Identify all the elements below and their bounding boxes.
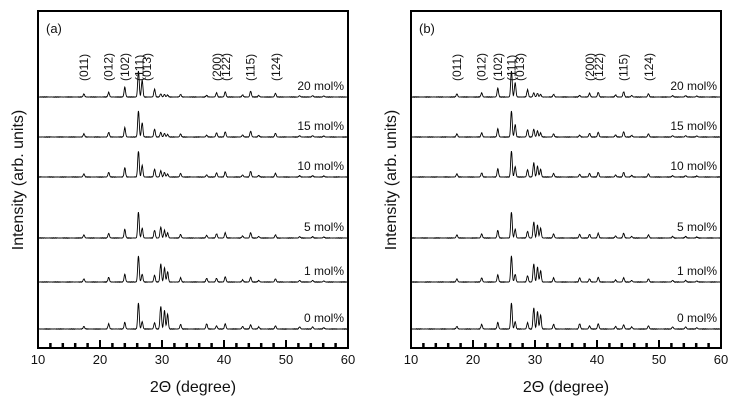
panel-a-series-curve — [37, 212, 349, 240]
panel-a-frame — [37, 10, 349, 349]
panel-a-x-tick-label: 30 — [155, 352, 169, 367]
panel-a-series-label: 1 mol% — [304, 264, 344, 278]
panel-b-y-axis-label: Intensity (arb. units) — [383, 110, 400, 251]
panel-a-x-tick-label: 60 — [341, 352, 355, 367]
panel-b-series-curve — [410, 151, 722, 179]
panel-b-series-label: 20 mol% — [670, 79, 717, 93]
panel-a-series-curve — [37, 110, 349, 139]
panel-a: 20 mol%15 mol%10 mol%5 mol%1 mol%0 mol% … — [10, 10, 355, 396]
panel-b-series-curve — [410, 255, 722, 284]
panel-a-hkl-label: (200) — [210, 53, 224, 81]
panel-b-hkl-label: (013) — [513, 53, 527, 81]
panel-b-x-axis-label: 2Θ (degree) — [523, 379, 609, 396]
panel-a-label: (a) — [46, 21, 62, 36]
panel-b-hkl-label: (102) — [491, 53, 505, 81]
panel-a-curves: 20 mol% 15 mol% 10 mol% 5 mol% 1 mol% 0 mol% — [37, 70, 349, 331]
panel-a-hkl-label: (011) — [77, 54, 91, 81]
panel-b-ticks: 10 20 30 40 50 60 — [404, 340, 728, 367]
panel-a-hkl-label: (013) — [140, 53, 154, 81]
panel-b-x-tick-label: 50 — [652, 352, 666, 367]
panel-b-hkl-label: (115) — [617, 54, 631, 81]
panel-a-series-label: 0 mol% — [304, 311, 344, 325]
panel-b-series-curve — [411, 110, 722, 139]
panel-b-x-tick-label: 30 — [528, 352, 542, 367]
panel-b: 20 mol%15 mol%10 mol%5 mol%1 mol%0 mol% … — [383, 10, 728, 396]
panel-b-x-tick-label: 10 — [404, 352, 418, 367]
panel-a-x-tick-label: 40 — [217, 352, 231, 367]
panel-b-hkl-label: (012) — [475, 53, 489, 81]
panel-b-series-label: 5 mol% — [677, 220, 717, 234]
panel-b-series-curve — [410, 212, 722, 240]
panel-b-frame — [410, 10, 722, 349]
panel-b-series-curve — [410, 302, 722, 331]
panel-b-x-tick-label: 20 — [466, 352, 480, 367]
panel-a-y-axis-label: Intensity (arb. units) — [10, 110, 27, 251]
panel-b-x-tick-label: 40 — [590, 352, 604, 367]
panel-a-series-label: 15 mol% — [297, 119, 344, 133]
panel-b-hkl-label: (200) — [583, 53, 597, 81]
panel-a-series-curve — [38, 255, 349, 284]
panel-b-hkl-label: (111) — [504, 55, 518, 81]
panel-a-x-axis-label: 2Θ (degree) — [150, 379, 236, 396]
panel-a-hkl-label: (012) — [102, 53, 116, 81]
panel-b-hkl-label: (011) — [450, 54, 464, 81]
panel-a-hkl-label: (122) — [219, 53, 233, 81]
panel-a-x-tick-label: 50 — [279, 352, 293, 367]
panel-b-curves: 20 mol% 15 mol% 10 mol% 5 mol% 1 mol% 0 mol% — [410, 70, 722, 331]
panel-a-hkl-label: (111) — [133, 55, 147, 81]
panel-b-series-label: 0 mol% — [677, 311, 717, 325]
panel-a-ticks: 10 20 30 40 50 60 — [31, 340, 355, 367]
panel-a-hkl-labels: (011) (012) (102) (111)(013) (200)(122) (115)… — [77, 53, 283, 81]
panel-b-series-curve — [410, 70, 722, 99]
panel-b-series-label: 1 mol% — [677, 264, 717, 278]
panel-b-x-tick-label: 60 — [714, 352, 728, 367]
panel-a-x-tick-label: 10 — [31, 352, 45, 367]
panel-a-hkl-label: (124) — [269, 53, 283, 81]
panel-b-hkl-label: (124) — [642, 53, 656, 81]
panel-a-series-label: 10 mol% — [297, 159, 344, 173]
panel-a-hkl-label: (115) — [244, 54, 258, 81]
panel-a-hkl-label: (102) — [118, 53, 132, 81]
panel-b-label: (b) — [419, 21, 435, 36]
panel-a-series-label: 20 mol% — [297, 79, 344, 93]
panel-b-hkl-labels: (011) (012) (102) (111)(013) (200)(122) (115)… — [450, 53, 656, 81]
panel-a-series-curve — [37, 151, 349, 179]
panel-a-series-curve — [37, 302, 349, 331]
panel-b-series-label: 15 mol% — [670, 119, 717, 133]
panel-a-series-label: 5 mol% — [304, 220, 344, 234]
panel-b-hkl-label: (122) — [592, 53, 606, 81]
panel-b-series-label: 10 mol% — [670, 159, 717, 173]
panel-a-x-tick-label: 20 — [93, 352, 107, 367]
panel-a-series-curve — [38, 70, 349, 99]
